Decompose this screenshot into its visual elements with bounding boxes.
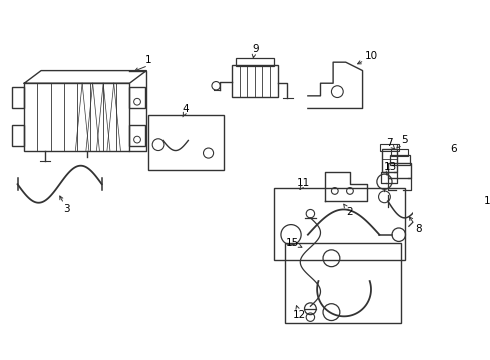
Bar [285,243,401,323]
Bar [274,188,405,260]
Bar [380,144,399,150]
Bar [382,149,397,172]
Text: 2: 2 [346,207,353,217]
Bar [12,125,24,146]
Text: 3: 3 [63,204,70,215]
Bar [129,125,145,146]
Text: 11: 11 [297,177,310,188]
Text: 12: 12 [293,310,306,320]
Bar [12,87,24,108]
Bar [24,83,129,150]
Text: 14: 14 [484,196,490,206]
Bar [129,87,145,108]
Text: 9: 9 [252,44,259,54]
Text: 8: 8 [416,224,422,234]
Bar [232,65,278,97]
Bar [390,155,410,165]
Text: 1: 1 [145,55,151,66]
Bar [236,58,274,66]
Text: 15: 15 [286,238,299,248]
Text: 5: 5 [401,135,408,145]
Bar [391,149,408,157]
Text: 10: 10 [365,51,378,61]
Text: 4: 4 [183,104,189,114]
Text: 7: 7 [386,138,393,148]
Text: 6: 6 [450,144,457,154]
Bar [388,163,412,178]
Text: 13: 13 [384,162,397,172]
Bar [148,115,224,170]
